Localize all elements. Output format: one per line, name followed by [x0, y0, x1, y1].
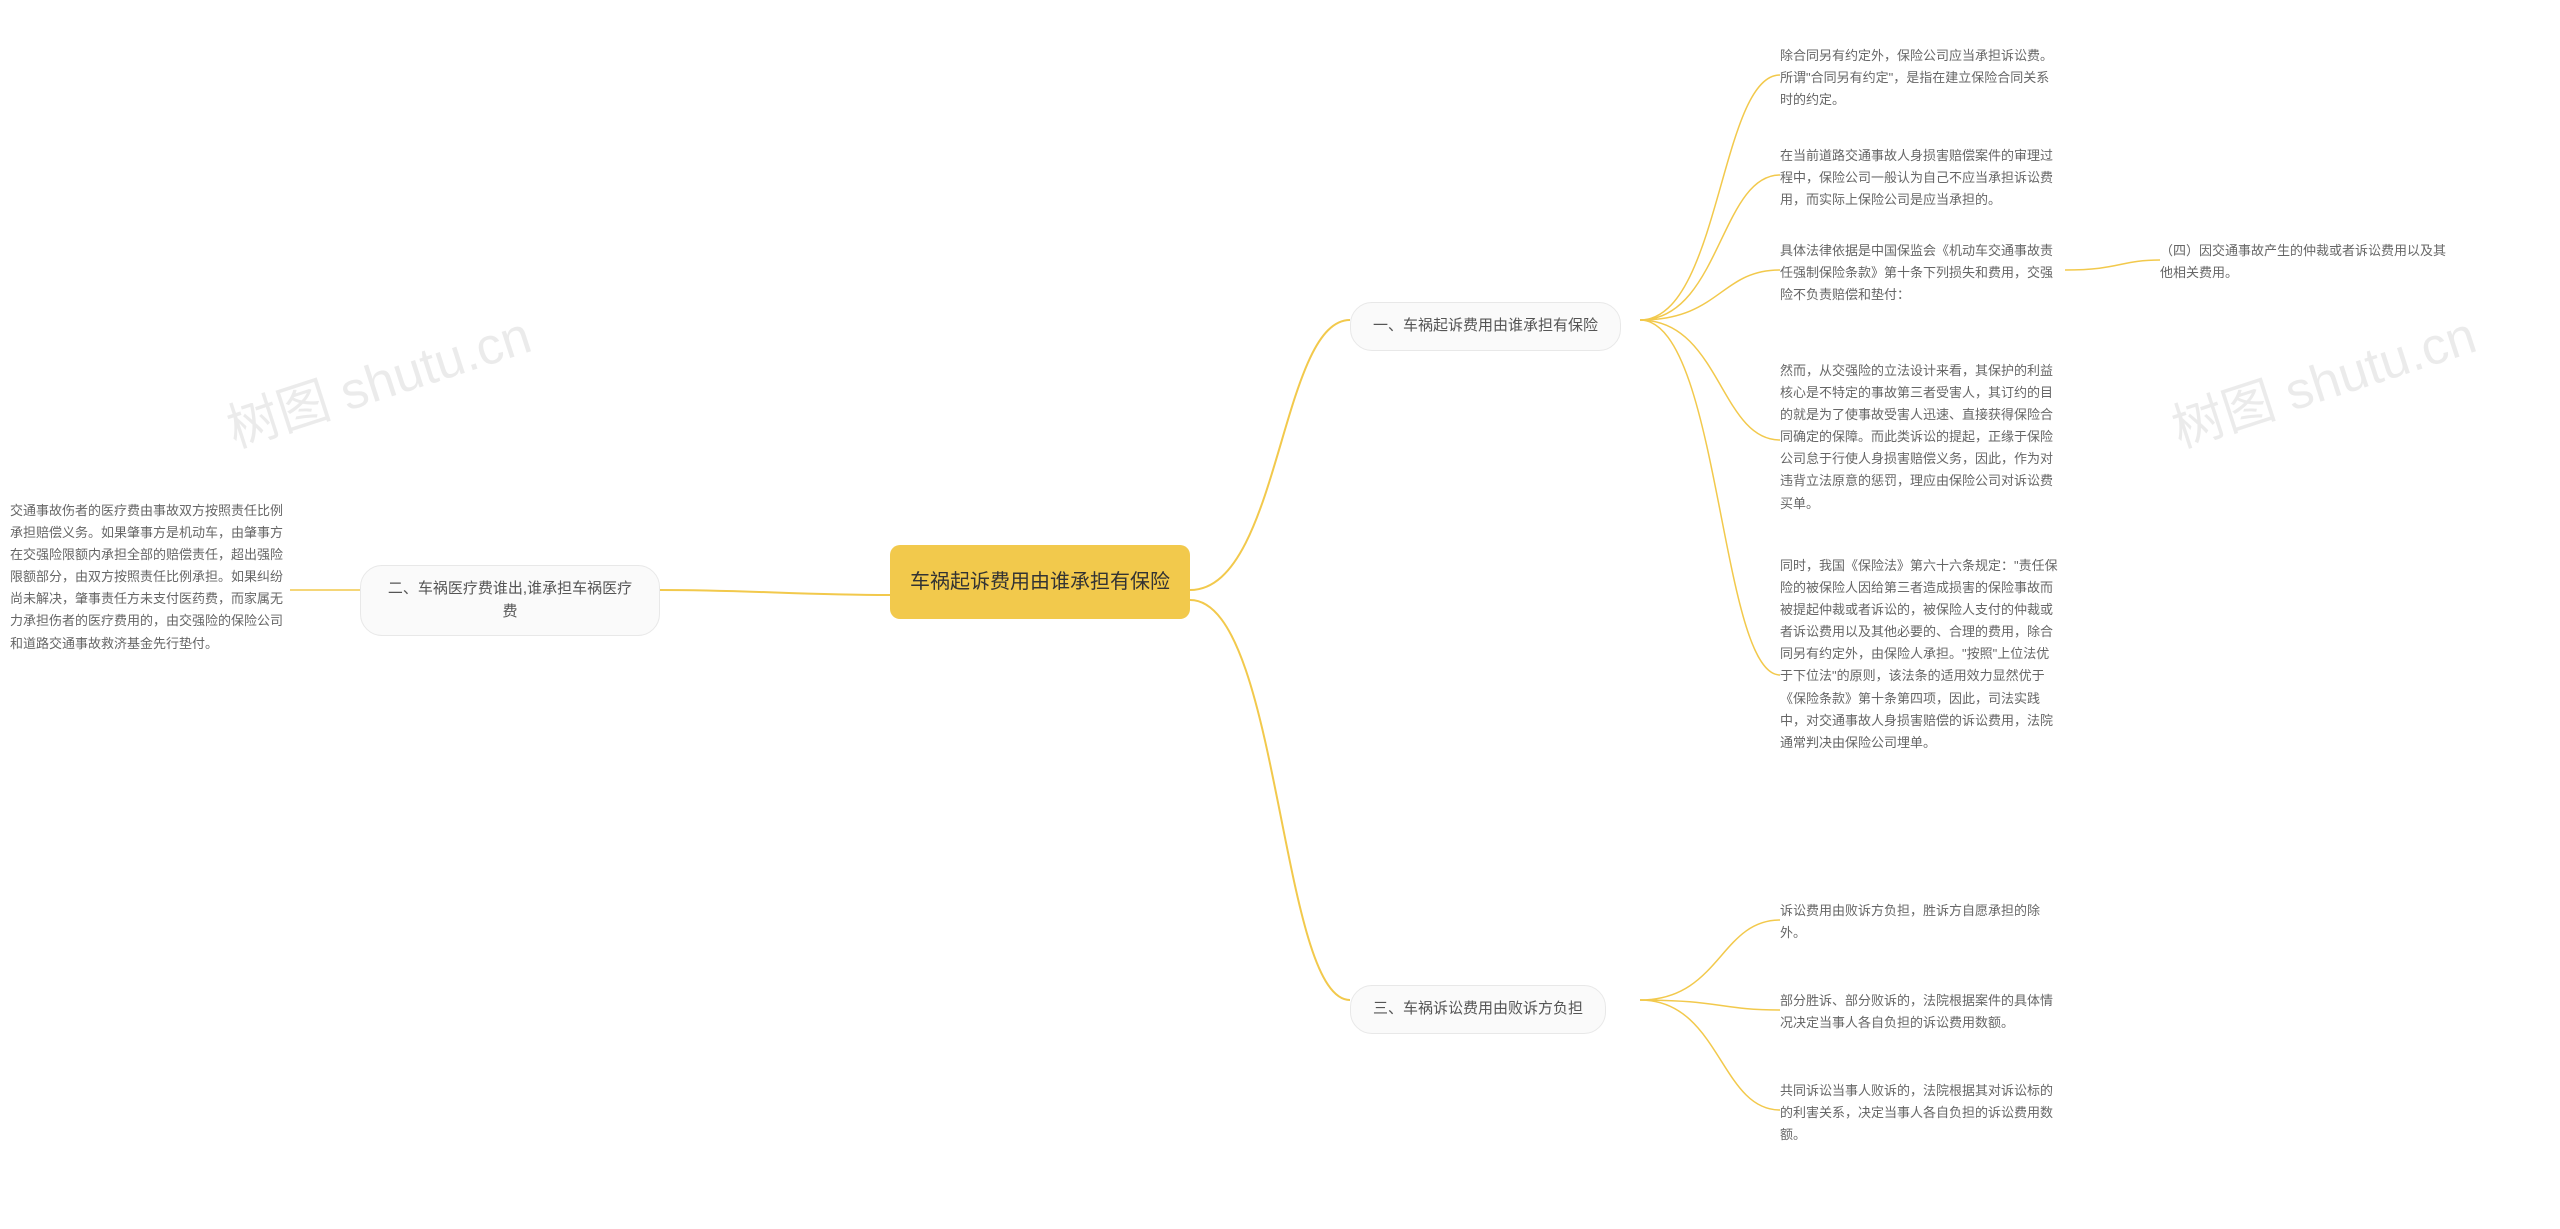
leaf-3-3: 共同诉讼当事人败诉的，法院根据其对诉讼标的的利害关系，决定当事人各自负担的诉讼费… — [1780, 1080, 2060, 1146]
leaf-3-1: 诉讼费用由败诉方负担，胜诉方自愿承担的除外。 — [1780, 900, 2060, 944]
branch-1-label: 一、车祸起诉费用由谁承担有保险 — [1373, 317, 1598, 334]
watermark-2: 树图 shutu.cn — [2161, 293, 2484, 462]
branch-2: 二、车祸医疗费谁出,谁承担车祸医疗费 — [360, 565, 660, 636]
leaf-1-3-1: （四）因交通事故产生的仲裁或者诉讼费用以及其他相关费用。 — [2160, 240, 2450, 284]
leaf-1-1: 除合同另有约定外，保险公司应当承担诉讼费。所谓"合同另有约定"，是指在建立保险合… — [1780, 45, 2060, 111]
center-title: 车祸起诉费用由谁承担有保险 — [910, 571, 1170, 593]
branch-2-label: 二、车祸医疗费谁出,谁承担车祸医疗费 — [388, 580, 632, 620]
leaf-1-5: 同时，我国《保险法》第六十六条规定："责任保险的被保险人因给第三者造成损害的保险… — [1780, 555, 2060, 754]
watermark-1: 树图 shutu.cn — [216, 293, 539, 462]
leaf-3-2: 部分胜诉、部分败诉的，法院根据案件的具体情况决定当事人各自负担的诉讼费用数额。 — [1780, 990, 2060, 1034]
branch-3: 三、车祸诉讼费用由败诉方负担 — [1350, 985, 1606, 1034]
branch-3-label: 三、车祸诉讼费用由败诉方负担 — [1373, 1000, 1583, 1017]
branch-1: 一、车祸起诉费用由谁承担有保险 — [1350, 302, 1621, 351]
center-node: 车祸起诉费用由谁承担有保险 — [890, 545, 1190, 619]
leaf-1-4: 然而，从交强险的立法设计来看，其保护的利益核心是不特定的事故第三者受害人，其订约… — [1780, 360, 2060, 515]
leaf-1-2: 在当前道路交通事故人身损害赔偿案件的审理过程中，保险公司一般认为自己不应当承担诉… — [1780, 145, 2060, 211]
leaf-2-1: 交通事故伤者的医疗费由事故双方按照责任比例承担赔偿义务。如果肇事方是机动车，由肇… — [10, 500, 290, 655]
leaf-1-3: 具体法律依据是中国保监会《机动车交通事故责任强制保险条款》第十条下列损失和费用，… — [1780, 240, 2060, 306]
